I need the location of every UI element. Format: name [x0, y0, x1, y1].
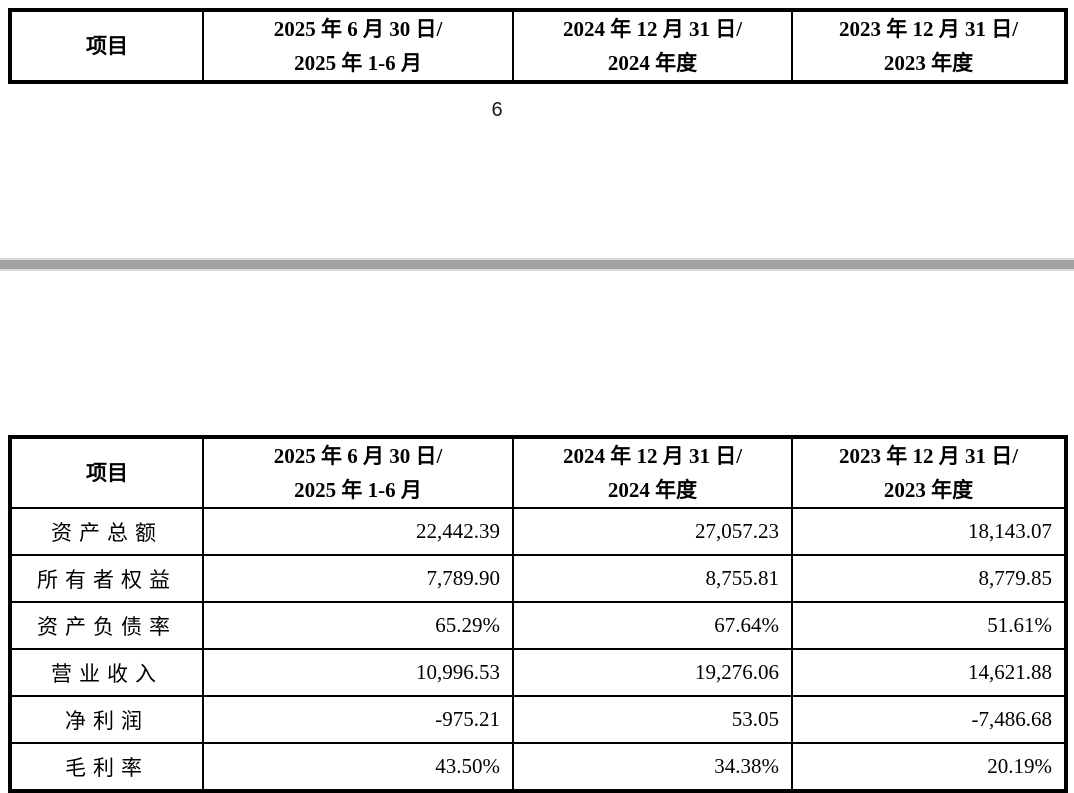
cell-value-2025: -975.21 — [202, 695, 514, 744]
header-2025-line2: 2025 年 1-6 月 — [294, 478, 422, 502]
header-2025-line1: 2025 年 6 月 30 日/ — [273, 444, 443, 468]
header-2023-line2: 2023 年度 — [883, 478, 974, 502]
row-label: 营业收入 — [9, 648, 204, 697]
cell-value-2023: 20.19% — [791, 742, 1067, 792]
header-2024-line2: 2024 年度 — [607, 478, 698, 502]
table-header-row: 项目 2025 年 6 月 30 日/ 2025 年 1-6 月 2024 年 … — [9, 436, 1067, 509]
row-label: 资产负债率 — [9, 601, 204, 650]
table-row-owners-equity: 所有者权益 7,789.90 8,755.81 8,779.85 — [9, 554, 1067, 603]
cell-value-2024: 34.38% — [512, 742, 793, 792]
cell-value-2025: 65.29% — [202, 601, 514, 650]
cell-value-2023: 8,779.85 — [791, 554, 1067, 603]
table-row-net-profit: 净利润 -975.21 53.05 -7,486.68 — [9, 695, 1067, 744]
financial-summary-table: 项目 2025 年 6 月 30 日/ 2025 年 1-6 月 2024 年 … — [8, 435, 1068, 793]
header-cell-2023: 2023 年 12 月 31 日/ 2023 年度 — [791, 436, 1067, 509]
header-cell-2023: 2023 年 12 月 31 日/ 2023 年度 — [791, 9, 1067, 83]
cell-value-2024: 27,057.23 — [512, 507, 793, 556]
header-2024-line1: 2024 年 12 月 31 日/ — [562, 17, 743, 41]
header-cell-2025: 2025 年 6 月 30 日/ 2025 年 1-6 月 — [202, 9, 514, 83]
header-2024-line1: 2024 年 12 月 31 日/ — [562, 444, 743, 468]
cell-value-2025: 43.50% — [202, 742, 514, 792]
header-cell-item: 项目 — [9, 436, 204, 509]
header-2023-line1: 2023 年 12 月 31 日/ — [838, 444, 1019, 468]
header-cell-2024: 2024 年 12 月 31 日/ 2024 年度 — [512, 9, 793, 83]
table-header-row: 项目 2025 年 6 月 30 日/ 2025 年 1-6 月 2024 年 … — [9, 9, 1067, 83]
header-2025-line2: 2025 年 1-6 月 — [294, 51, 422, 75]
header-cell-item: 项目 — [9, 9, 204, 83]
cell-value-2025: 10,996.53 — [202, 648, 514, 697]
page-number: 6 — [491, 99, 503, 121]
header-2024-line2: 2024 年度 — [607, 51, 698, 75]
header-2023-line1: 2023 年 12 月 31 日/ — [838, 17, 1019, 41]
header-item-label: 项目 — [86, 461, 128, 485]
cell-value-2024: 8,755.81 — [512, 554, 793, 603]
cell-value-2024: 53.05 — [512, 695, 793, 744]
header-cell-2024: 2024 年 12 月 31 日/ 2024 年度 — [512, 436, 793, 509]
row-label: 资产总额 — [9, 507, 204, 556]
cell-value-2025: 22,442.39 — [202, 507, 514, 556]
table-row-gross-margin: 毛利率 43.50% 34.38% 20.19% — [9, 742, 1067, 792]
header-item-label: 项目 — [86, 34, 128, 58]
header-2025-line1: 2025 年 6 月 30 日/ — [273, 17, 443, 41]
header-cell-2025: 2025 年 6 月 30 日/ 2025 年 1-6 月 — [202, 436, 514, 509]
row-label: 净利润 — [9, 695, 204, 744]
cell-value-2023: 51.61% — [791, 601, 1067, 650]
page-break-divider — [0, 258, 1074, 271]
financial-summary-table-top-fragment: 项目 2025 年 6 月 30 日/ 2025 年 1-6 月 2024 年 … — [8, 8, 1068, 84]
table-row-total-assets: 资产总额 22,442.39 27,057.23 18,143.07 — [9, 507, 1067, 556]
cell-value-2024: 19,276.06 — [512, 648, 793, 697]
table-row-debt-ratio: 资产负债率 65.29% 67.64% 51.61% — [9, 601, 1067, 650]
cell-value-2023: -7,486.68 — [791, 695, 1067, 744]
cell-value-2025: 7,789.90 — [202, 554, 514, 603]
table-row-revenue: 营业收入 10,996.53 19,276.06 14,621.88 — [9, 648, 1067, 697]
row-label: 毛利率 — [9, 742, 204, 792]
cell-value-2023: 18,143.07 — [791, 507, 1067, 556]
cell-value-2023: 14,621.88 — [791, 648, 1067, 697]
header-2023-line2: 2023 年度 — [883, 51, 974, 75]
cell-value-2024: 67.64% — [512, 601, 793, 650]
row-label: 所有者权益 — [9, 554, 204, 603]
